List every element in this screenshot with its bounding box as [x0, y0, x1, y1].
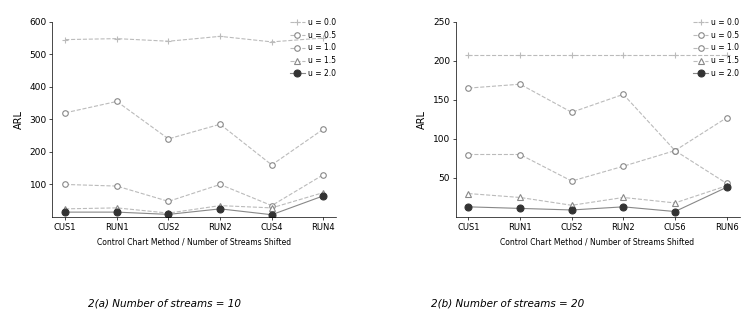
- Legend: u = 0.0, u = 0.5, u = 1.0, u = 1.5, u = 2.0: u = 0.0, u = 0.5, u = 1.0, u = 1.5, u = …: [693, 18, 740, 78]
- Y-axis label: ARL: ARL: [417, 110, 427, 129]
- Legend: u = 0.0, u = 0.5, u = 1.0, u = 1.5, u = 2.0: u = 0.0, u = 0.5, u = 1.0, u = 1.5, u = …: [290, 18, 336, 78]
- Text: 2(a) Number of streams = 10: 2(a) Number of streams = 10: [88, 299, 241, 309]
- Y-axis label: ARL: ARL: [14, 110, 24, 129]
- Text: 2(b) Number of streams = 20: 2(b) Number of streams = 20: [431, 299, 585, 309]
- X-axis label: Control Chart Method / Number of Streams Shifted: Control Chart Method / Number of Streams…: [500, 237, 695, 246]
- X-axis label: Control Chart Method / Number of Streams Shifted: Control Chart Method / Number of Streams…: [97, 237, 291, 246]
